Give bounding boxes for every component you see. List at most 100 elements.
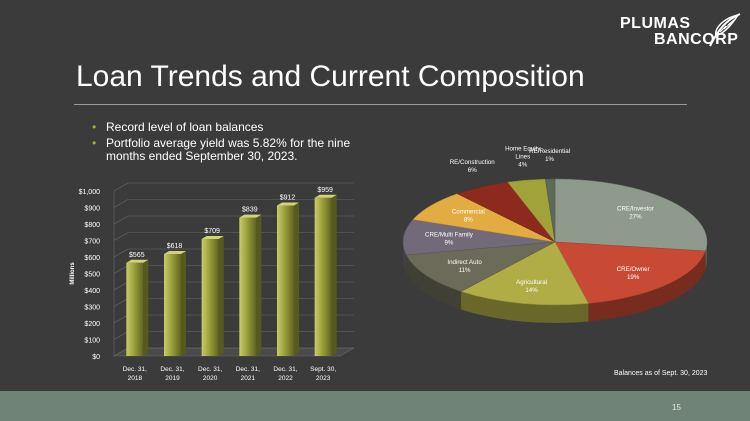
page-number: 15: [672, 403, 681, 412]
pie-slice-side: [403, 242, 407, 273]
x-tick-label: Dec. 31,: [236, 366, 260, 373]
bar-side: [218, 236, 224, 356]
feather-icon: [709, 13, 741, 47]
gridline: [113, 199, 129, 208]
title-divider: [74, 104, 687, 105]
balance-date-note: Balances as of Sept. 30, 2023: [614, 370, 708, 377]
y-tick-label: $900: [84, 206, 100, 213]
pie-slice: [402, 219, 556, 256]
footer-band: [0, 391, 750, 421]
gridline: [113, 298, 129, 307]
x-tick-label: Sept. 30,: [310, 366, 336, 373]
bar-top: [126, 259, 149, 263]
plumas-bancorp-logo: PLUMAS BANCORP: [612, 10, 744, 52]
gridline: [113, 248, 129, 258]
bar-top: [164, 251, 186, 255]
pie-slice: [545, 178, 556, 243]
bar-side: [294, 202, 299, 356]
y-tick-label: $600: [84, 255, 100, 262]
y-tick-label: $300: [84, 305, 100, 312]
pie-slice-percent: 9%: [444, 239, 453, 246]
x-tick-label: 2020: [203, 375, 218, 382]
pie-slice-percent: 6%: [468, 167, 477, 174]
bar-value-label: $959: [317, 187, 333, 194]
x-tick-label: 2023: [316, 375, 331, 382]
bar-side: [256, 214, 262, 356]
y-tick-label: $100: [84, 338, 100, 345]
bullet-item: Record level of loan balances: [92, 121, 382, 135]
bar-top: [314, 194, 337, 198]
x-tick-label: 2019: [165, 375, 180, 382]
pie-slice-side: [406, 254, 462, 310]
gridline: [113, 281, 129, 291]
pie-slice-percent: 4%: [518, 162, 527, 169]
gridline: [113, 314, 129, 324]
pie-slice-label: Indirect Auto: [447, 259, 482, 266]
page-title: Loan Trends and Current Composition: [76, 60, 585, 93]
bullet-list: Record level of loan balances Portfolio …: [92, 121, 382, 166]
x-tick-label: Dec. 31,: [123, 366, 147, 373]
x-tick-label: Dec. 31,: [160, 366, 184, 373]
bar: [126, 262, 144, 356]
pie-slice-side: [588, 250, 706, 322]
bar-top: [277, 202, 299, 206]
pie-slice: [460, 241, 589, 306]
bar-value-label: $709: [204, 228, 220, 235]
pie-slice-side: [461, 291, 589, 323]
y-tick-label: $200: [84, 321, 100, 328]
pie-slice-percent: 14%: [525, 287, 538, 294]
pie-slice-label: RE/Construction: [450, 159, 496, 166]
gridline: [113, 347, 129, 357]
pie-slice-percent: 8%: [464, 217, 473, 224]
y-tick-label: $800: [84, 222, 100, 229]
x-tick-label: 2018: [128, 375, 143, 382]
loan-composition-pie-chart: CRE/Investor27%CRE/Owner19%Agricultural1…: [402, 146, 708, 323]
bar: [314, 197, 332, 356]
bar-side: [143, 259, 149, 356]
gridline: [113, 331, 129, 340]
gridline: [113, 215, 129, 225]
bar-value-label: $618: [167, 243, 183, 250]
pie-slice: [554, 241, 706, 304]
bar-top: [239, 214, 262, 218]
pie-slice-label: Commercial: [452, 209, 485, 216]
y-tick-label: $1,000: [79, 189, 101, 196]
bar: [277, 205, 294, 356]
pie-slice-percent: 11%: [459, 267, 471, 274]
gridline: [113, 265, 129, 274]
bar-value-label: $912: [280, 195, 296, 202]
pie-slice-label: CRE/Investor: [617, 205, 654, 212]
bar-side: [181, 251, 186, 356]
x-tick-label: Dec. 31,: [198, 366, 222, 373]
loan-balance-bar-chart: $0 $100 $200 $300 $400 $500 $600 $700 $800 $900 $1…: [70, 182, 356, 382]
gridline: [113, 232, 129, 241]
bar-side: [331, 194, 337, 356]
y-axis-label: Millions: [70, 262, 76, 285]
pie-slice-percent: 27%: [629, 213, 642, 220]
bar-value-label: $565: [129, 252, 145, 259]
x-tick-label: Dec. 31,: [273, 366, 297, 373]
pie-slice-label: Home Equity: [505, 146, 541, 153]
logo-line-1: PLUMAS: [620, 15, 691, 32]
pie-slice-side: [705, 242, 707, 269]
pie-slice-label: Agricultural: [516, 279, 547, 286]
bullet-item: Portfolio average yield was 5.82% for th…: [92, 137, 382, 163]
bar: [201, 239, 219, 356]
y-tick-label: $400: [84, 288, 100, 295]
pie-slice: [405, 241, 556, 292]
gridline: [113, 182, 129, 192]
bar-top: [201, 236, 224, 240]
bar: [239, 217, 257, 356]
y-tick-label: $500: [84, 272, 100, 279]
bar: [164, 254, 181, 356]
pie-slice-label: RE/Residential: [529, 148, 570, 155]
x-tick-label: 2022: [278, 375, 293, 382]
x-tick-label: 2021: [241, 375, 256, 382]
y-tick-label: $0: [92, 354, 100, 361]
bar-value-label: $839: [242, 207, 258, 214]
pie-slice-label: CRE/Owner: [617, 266, 650, 273]
pie-slice-label: Lines: [515, 154, 530, 161]
y-tick-label: $700: [84, 239, 100, 246]
pie-slice-percent: 1%: [545, 156, 554, 163]
